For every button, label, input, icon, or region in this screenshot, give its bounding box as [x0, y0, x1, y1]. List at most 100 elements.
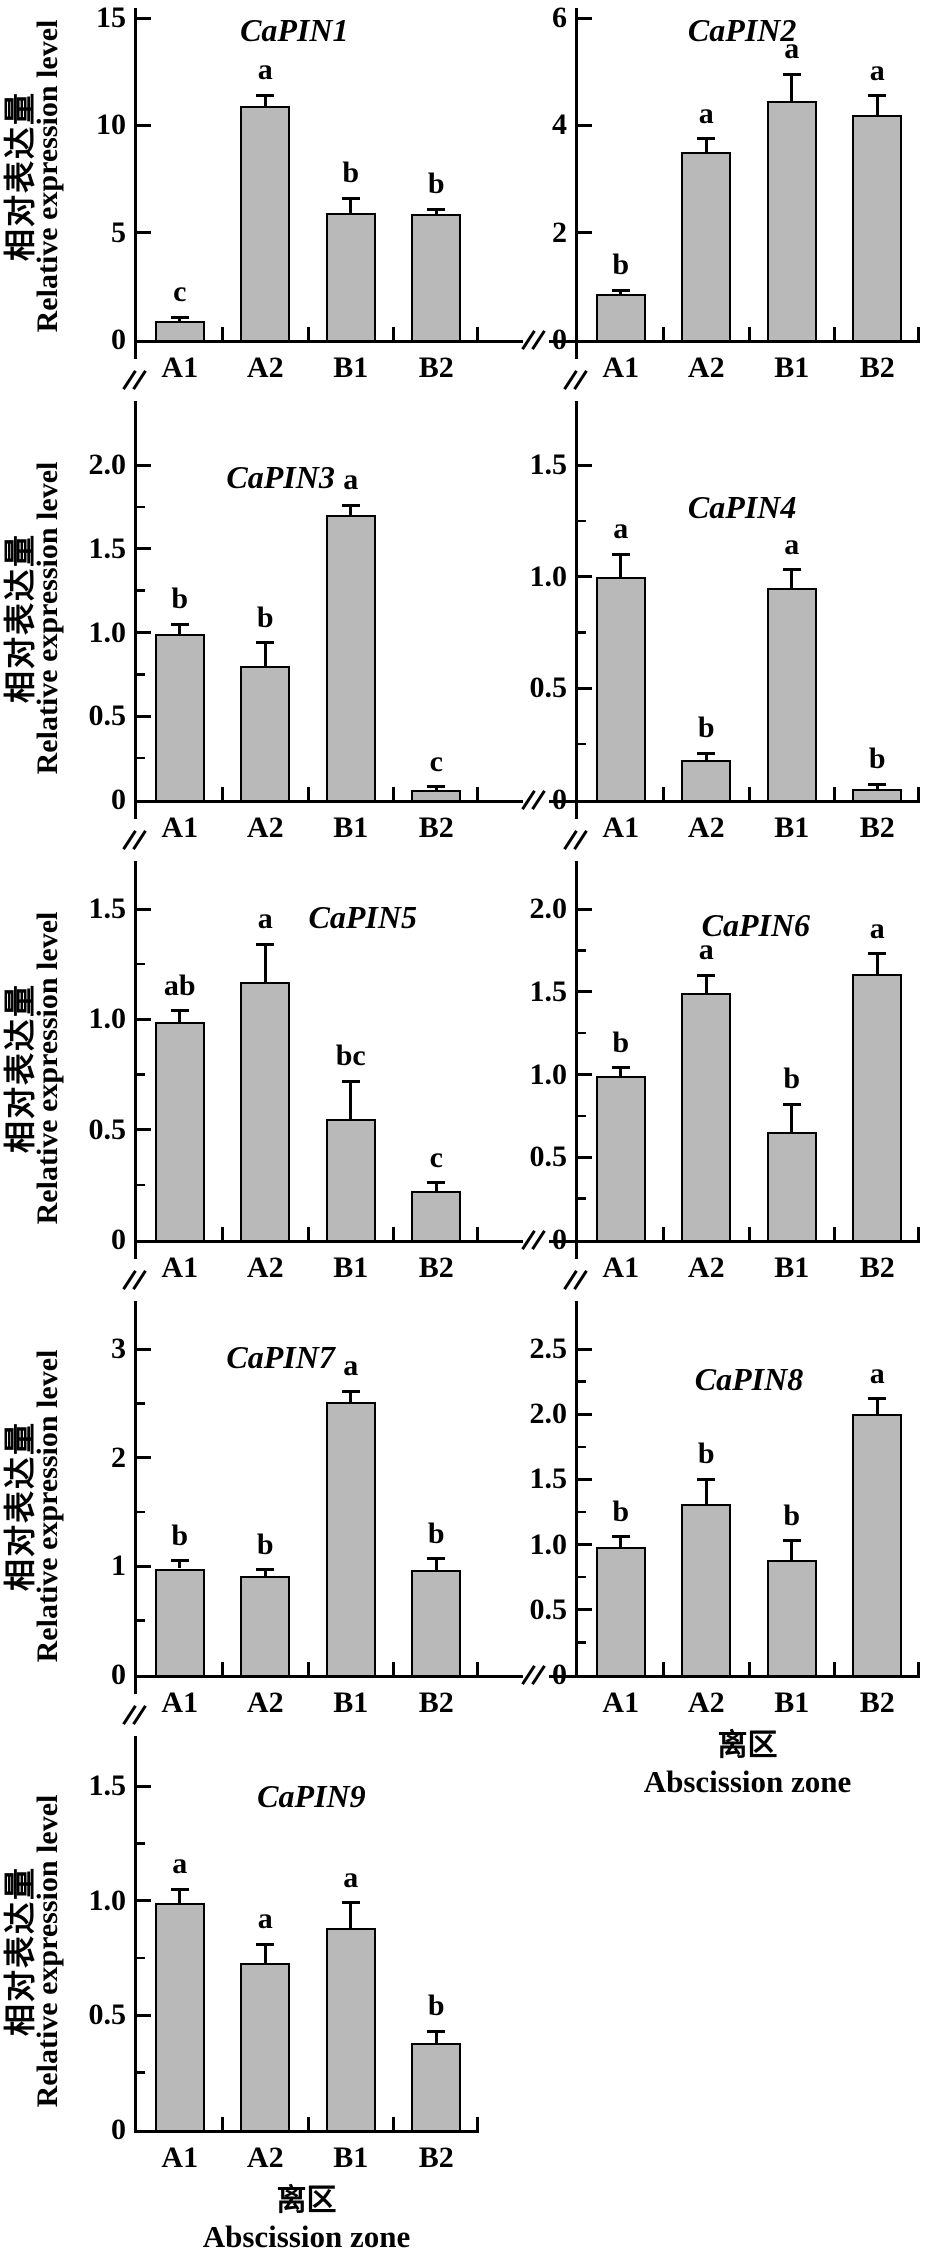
sig-letter: a — [698, 96, 714, 130]
error-bar-cap — [256, 1568, 275, 1572]
x-minor-tick — [392, 787, 395, 800]
error-bar — [178, 317, 182, 321]
x-tick-label: A2 — [687, 1251, 725, 1284]
y-minor-tick — [137, 1073, 145, 1076]
error-bar-cap — [868, 94, 887, 98]
y-tick-label: 0.5 — [529, 1140, 568, 1174]
y-tick-label: 1.5 — [88, 892, 127, 925]
y-axis-label-group: 相对表达量 Relative expression level — [0, 893, 64, 1243]
y-tick-label: 1.5 — [529, 448, 568, 481]
plot-area-capin9: CaPIN9 a a a b — [134, 1768, 479, 2133]
bar-capin7-b2 — [411, 1569, 462, 1675]
chart-row-3: 相对表达量 Relative expression level CaPIN5 ab a b… — [0, 893, 931, 1333]
y-major-tick — [578, 907, 592, 911]
x-tick-label: A1 — [602, 811, 640, 844]
error-bar — [875, 95, 879, 115]
error-bar-cap — [427, 785, 446, 789]
sig-letter: bc — [335, 1039, 366, 1073]
y-axis-continuation — [575, 1243, 578, 1259]
sig-letter: b — [783, 1062, 801, 1096]
y-major-tick — [578, 463, 592, 467]
bar-capin9-a1 — [154, 1902, 205, 2130]
y-tick-label: 1.0 — [529, 1057, 568, 1091]
error-bar-cap — [170, 315, 189, 319]
baseline-extension — [549, 800, 575, 803]
panel-capin7: CaPIN7 b b a b 0 1 2 3 A1 A2 B1 B2 — [62, 1333, 479, 1768]
sig-letter: a — [869, 53, 885, 87]
y-tick-label: 1.0 — [88, 615, 127, 649]
sig-letter: c — [429, 744, 443, 778]
baseline-extension — [549, 340, 575, 343]
y-minor-tick — [578, 631, 586, 634]
x-minor-tick — [662, 1662, 665, 1675]
error-bar — [619, 554, 623, 577]
y-minor-tick — [137, 673, 145, 676]
y-major-tick — [578, 1543, 592, 1547]
chart-row-4: 相对表达量 Relative expression level CaPIN7 b b a b… — [0, 1333, 931, 1799]
chart-title: CaPIN1 — [240, 12, 349, 48]
baseline-extension — [479, 1675, 523, 1678]
sig-letter: b — [612, 1025, 630, 1059]
x-tick-label: B2 — [859, 1686, 895, 1719]
bar-capin5-b1 — [325, 1118, 376, 1240]
bar-capin8-a1 — [595, 1547, 646, 1675]
y-major-tick — [137, 631, 151, 634]
y-tick-label: 0.5 — [529, 671, 568, 705]
panel-capin3: CaPIN3 b b a c 0 0.5 1.0 1.5 2.0 A1 A2 B1 B2 — [62, 433, 479, 893]
error-bar-cap — [782, 72, 801, 76]
y-axis-continuation — [134, 803, 137, 819]
x-tick-label: B1 — [333, 1686, 369, 1719]
y-tick-label: 0 — [111, 783, 126, 816]
x-tick-label: B2 — [859, 351, 895, 384]
x-tick-label: B1 — [333, 2141, 369, 2174]
x-tick-label: A1 — [161, 1686, 199, 1719]
x-minor-tick — [747, 1227, 751, 1240]
chart-row-2: 相对表达量 Relative expression level CaPIN3 b b a c… — [0, 433, 931, 893]
x-minor-tick — [476, 1227, 479, 1240]
y-axis-label-en: Relative expression level — [31, 911, 64, 1225]
bar-capin6-b2 — [852, 973, 903, 1240]
x-axis-title-en: Abscission zone — [643, 1764, 852, 1799]
y-tick-label: 1.5 — [529, 974, 568, 1008]
y-axis-label-group: 相对表达量 Relative expression level — [0, 8, 64, 343]
x-minor-tick — [747, 787, 751, 800]
bar-capin2-b2 — [852, 114, 903, 340]
error-bar-cap — [427, 1181, 446, 1185]
bar-capin4-b1 — [766, 587, 817, 800]
panel-capin9: CaPIN9 a a a b 0 0.5 1.0 1.5 A1 A2 B1 B2 离区 Abscission… — [62, 1768, 479, 2251]
y-tick-label: 0 — [111, 2113, 126, 2146]
chart-title: CaPIN9 — [257, 1778, 366, 1814]
y-tick-label: 0.5 — [88, 1998, 127, 2032]
x-tick-label: B1 — [333, 811, 369, 844]
y-axis-continuation — [134, 1301, 137, 1333]
y-axis-continuation — [575, 1301, 578, 1333]
baseline-extension — [479, 1240, 523, 1243]
y-tick-label: 2.0 — [88, 448, 127, 481]
error-bar-cap — [341, 1389, 360, 1393]
y-axis-continuation — [575, 343, 578, 359]
y-tick-label: 1.0 — [88, 1002, 127, 1036]
x-tick-label: A1 — [602, 1686, 640, 1719]
sig-letter: b — [256, 600, 274, 634]
y-tick-label: 0.5 — [88, 699, 127, 733]
y-axis-continuation — [134, 1678, 137, 1694]
bar-capin3-b2 — [411, 789, 462, 800]
y-axis-label-group: 相对表达量 Relative expression level — [0, 1333, 64, 1678]
baseline-extension — [549, 1675, 575, 1678]
panel-capin5: CaPIN5 ab a bc c 0 0.5 1.0 1.5 A1 A2 B1 B2 — [62, 893, 479, 1333]
x-minor-tick — [833, 327, 836, 340]
error-bar — [704, 753, 708, 760]
x-minor-tick — [392, 1662, 395, 1675]
bar-capin9-a2 — [240, 1962, 291, 2130]
x-tick-label: B2 — [418, 351, 454, 384]
y-tick-label: 0.5 — [529, 1592, 568, 1626]
x-axis-title-en: Abscission zone — [202, 2219, 411, 2251]
sig-letter: a — [257, 53, 273, 87]
error-bar-cap — [341, 1079, 360, 1083]
y-tick-label: 3 — [111, 1332, 126, 1365]
y-minor-tick — [578, 1031, 586, 1035]
y-major-tick — [578, 1608, 592, 1612]
bar-capin3-b1 — [325, 515, 376, 800]
x-tick-label: B1 — [774, 1251, 810, 1284]
